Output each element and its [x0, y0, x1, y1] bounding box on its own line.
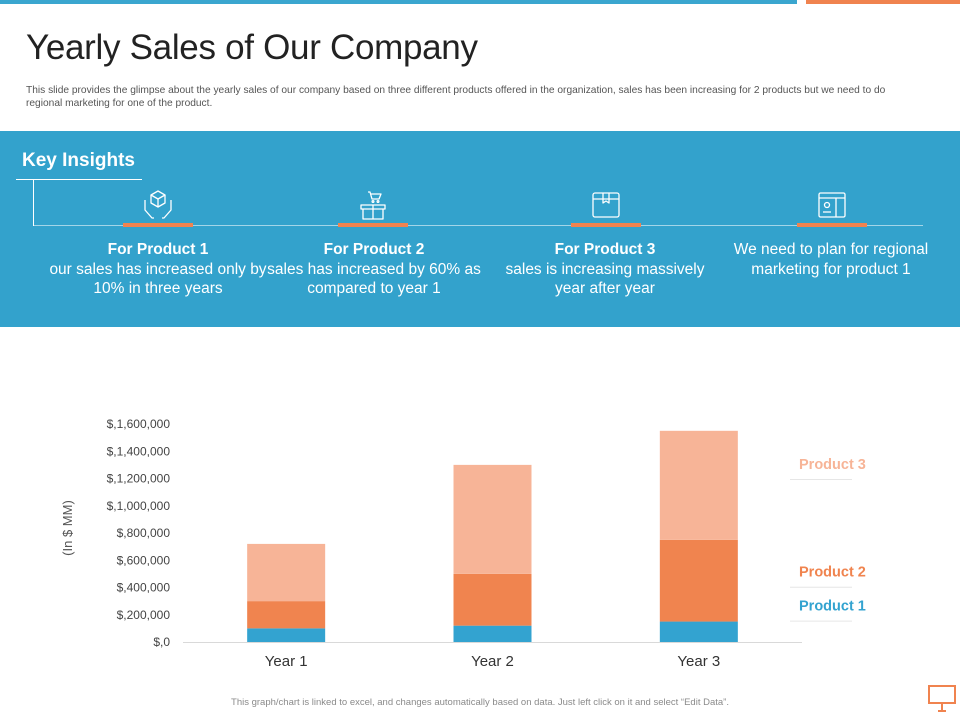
- bar-3-3[interactable]: [659, 430, 738, 540]
- key-insights-underline: [16, 179, 142, 180]
- insight-2-body: sales has increased by 60% as compared t…: [267, 260, 481, 298]
- insight-2-marker: [338, 223, 408, 227]
- footer-note: This graph/chart is linked to excel, and…: [231, 697, 729, 708]
- y-tick-label: $,600,000: [117, 553, 171, 567]
- insight-1-head: For Product 1: [107, 241, 209, 258]
- insight-product-3: For Product 3 sales is increasing massiv…: [490, 240, 720, 299]
- y-tick-label: $,1,200,000: [107, 472, 171, 486]
- key-insights-divider: [33, 225, 923, 226]
- insight-3-marker: [571, 223, 641, 227]
- y-tick-label: $,400,000: [117, 581, 171, 595]
- insight-1-marker: [123, 223, 193, 227]
- y-tick-label: $,1,400,000: [107, 444, 171, 458]
- bar-1-3[interactable]: [659, 621, 738, 642]
- bar-2-2[interactable]: [453, 573, 532, 626]
- insight-4-marker: [797, 223, 867, 227]
- x-tick-label: Year 3: [677, 653, 720, 670]
- insight-product-2: For Product 2 sales has increased by 60%…: [259, 240, 489, 299]
- bar-3-1[interactable]: [247, 543, 326, 602]
- y-tick-label: $,800,000: [117, 526, 171, 540]
- bar-1-2[interactable]: [453, 625, 532, 642]
- cart-box-icon: [360, 191, 386, 220]
- key-insights-connector: [33, 179, 34, 226]
- shop-box-icon: [818, 192, 846, 218]
- insight-4-body: We need to plan for regional marketing f…: [733, 241, 929, 278]
- y-tick-label: $,200,000: [117, 608, 171, 622]
- page-subtitle: This slide provides the glimpse about th…: [26, 85, 886, 109]
- insight-1-body: our sales has increased only by 10% in t…: [49, 260, 267, 298]
- presentation-board-icon: [928, 685, 956, 712]
- insight-regional: We need to plan for regional marketing f…: [716, 240, 946, 279]
- insight-3-body: sales is increasing massively year after…: [505, 260, 705, 298]
- y-tick-label: $,1,000,000: [107, 499, 171, 513]
- bar-1-1[interactable]: [247, 628, 326, 642]
- key-insights-band: [0, 131, 960, 327]
- bar-2-3[interactable]: [659, 539, 738, 622]
- x-tick-label: Year 1: [265, 653, 308, 670]
- y-axis-label: (In $ MM): [60, 500, 75, 556]
- top-accent-bar-orange: [806, 0, 960, 4]
- legend-label: Product 2: [799, 565, 866, 581]
- hands-box-icon: [144, 190, 172, 219]
- y-tick-label: $,1,600,000: [107, 417, 171, 431]
- y-tick-label: $,0: [153, 635, 170, 649]
- package-icon: [592, 192, 620, 218]
- legend-label: Product 3: [799, 457, 866, 473]
- bar-3-2[interactable]: [453, 464, 532, 574]
- insight-product-1: For Product 1 our sales has increased on…: [43, 240, 273, 299]
- insight-2-head: For Product 2: [323, 241, 425, 258]
- top-accent-bar-blue: [0, 0, 797, 4]
- insight-3-head: For Product 3: [554, 241, 656, 258]
- x-tick-label: Year 2: [471, 653, 514, 670]
- bar-2-1[interactable]: [247, 601, 326, 629]
- key-insights-title: Key Insights: [22, 150, 135, 171]
- page-title: Yearly Sales of Our Company: [26, 28, 478, 67]
- legend-label: Product 1: [799, 599, 866, 615]
